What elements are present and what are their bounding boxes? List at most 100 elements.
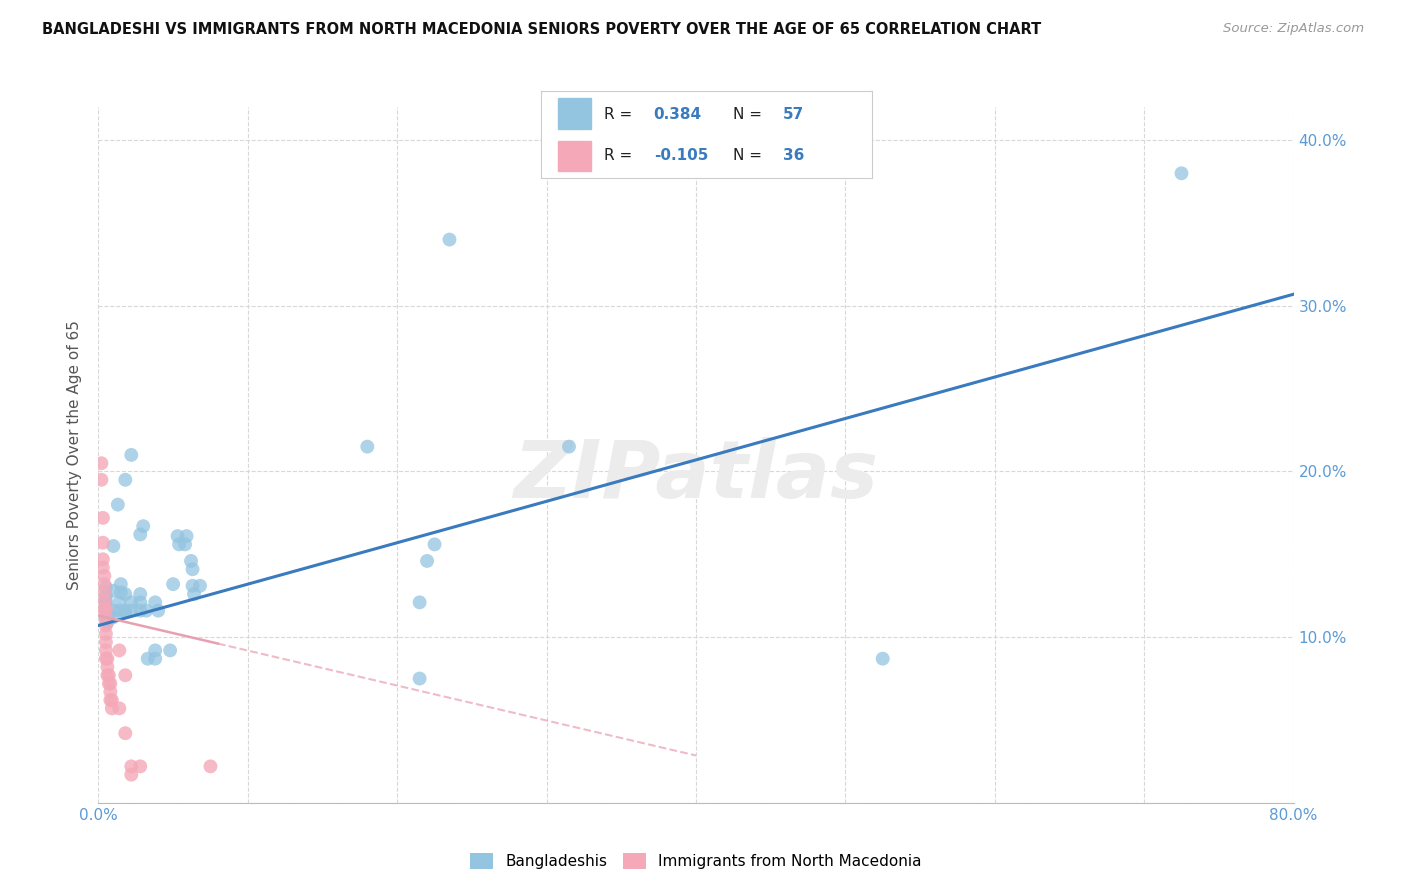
Point [181, 562, 204, 576]
Point [100, 693, 122, 707]
Point [120, 759, 142, 773]
Point [108, 604, 131, 618]
Point [143, 651, 166, 665]
Point [136, 651, 159, 665]
Text: ZIPatlas: ZIPatlas [513, 437, 879, 515]
Text: 0.384: 0.384 [654, 107, 702, 121]
Point [91, 552, 114, 566]
Point [90, 473, 112, 487]
Point [94, 581, 117, 595]
Text: R =: R = [605, 107, 637, 121]
Point [132, 519, 155, 533]
Point [97, 676, 120, 690]
Point [558, 440, 581, 454]
Point [94, 618, 117, 632]
Point [94, 593, 117, 607]
Point [93, 602, 115, 616]
Point [143, 595, 166, 609]
Point [94, 597, 117, 611]
Point [96, 660, 118, 674]
Point [120, 448, 142, 462]
Point [120, 767, 142, 781]
Point [120, 595, 142, 609]
Point [94, 635, 117, 649]
Point [93, 593, 115, 607]
Point [114, 473, 136, 487]
Point [103, 583, 125, 598]
Text: R =: R = [605, 148, 637, 162]
Text: 36: 36 [783, 148, 804, 162]
Point [96, 608, 118, 623]
Point [872, 651, 894, 665]
Point [96, 615, 118, 630]
Point [103, 604, 125, 618]
Point [1170, 166, 1192, 180]
Point [110, 577, 132, 591]
Point [94, 643, 117, 657]
Bar [558, 98, 591, 128]
Point [108, 643, 131, 657]
Point [94, 600, 117, 615]
Point [408, 672, 430, 686]
Point [96, 668, 118, 682]
Point [356, 440, 378, 454]
Point [103, 610, 125, 624]
Point [94, 627, 117, 641]
Point [114, 587, 136, 601]
Point [174, 537, 197, 551]
Text: 57: 57 [783, 107, 804, 121]
Legend: Bangladeshis, Immigrants from North Macedonia: Bangladeshis, Immigrants from North Mace… [464, 847, 928, 875]
Point [97, 668, 120, 682]
Point [114, 668, 136, 682]
Point [114, 726, 136, 740]
Point [108, 701, 131, 715]
Point [423, 537, 446, 551]
Point [101, 701, 124, 715]
Point [94, 602, 117, 616]
Point [166, 529, 188, 543]
Point [93, 577, 115, 591]
Point [96, 651, 118, 665]
Point [90, 456, 112, 470]
Point [114, 604, 136, 618]
Point [159, 643, 181, 657]
Point [94, 651, 117, 665]
Point [110, 585, 132, 599]
Point [101, 693, 124, 707]
Point [94, 610, 117, 624]
Point [100, 676, 122, 690]
Point [108, 595, 131, 609]
Text: -0.105: -0.105 [654, 148, 709, 162]
Point [439, 233, 461, 247]
Point [167, 537, 190, 551]
Point [188, 579, 211, 593]
Text: N =: N = [733, 148, 766, 162]
Point [408, 595, 430, 609]
Text: BANGLADESHI VS IMMIGRANTS FROM NORTH MACEDONIA SENIORS POVERTY OVER THE AGE OF 6: BANGLADESHI VS IMMIGRANTS FROM NORTH MAC… [42, 22, 1042, 37]
Point [94, 605, 117, 619]
Point [94, 610, 117, 624]
Point [129, 759, 152, 773]
Point [94, 614, 117, 628]
Y-axis label: Seniors Poverty Over the Age of 65: Seniors Poverty Over the Age of 65 [67, 320, 83, 590]
Point [107, 498, 129, 512]
Point [176, 529, 198, 543]
Point [180, 554, 202, 568]
Point [129, 595, 152, 609]
Point [200, 759, 222, 773]
Text: Source: ZipAtlas.com: Source: ZipAtlas.com [1223, 22, 1364, 36]
Point [183, 587, 205, 601]
Point [129, 587, 152, 601]
Point [103, 539, 125, 553]
Point [91, 511, 114, 525]
Point [143, 643, 166, 657]
Point [114, 605, 136, 619]
Point [181, 579, 204, 593]
Point [93, 585, 115, 599]
Point [416, 554, 439, 568]
Point [93, 569, 115, 583]
Point [129, 604, 152, 618]
Bar [558, 141, 591, 171]
Point [91, 535, 114, 549]
Point [162, 577, 184, 591]
